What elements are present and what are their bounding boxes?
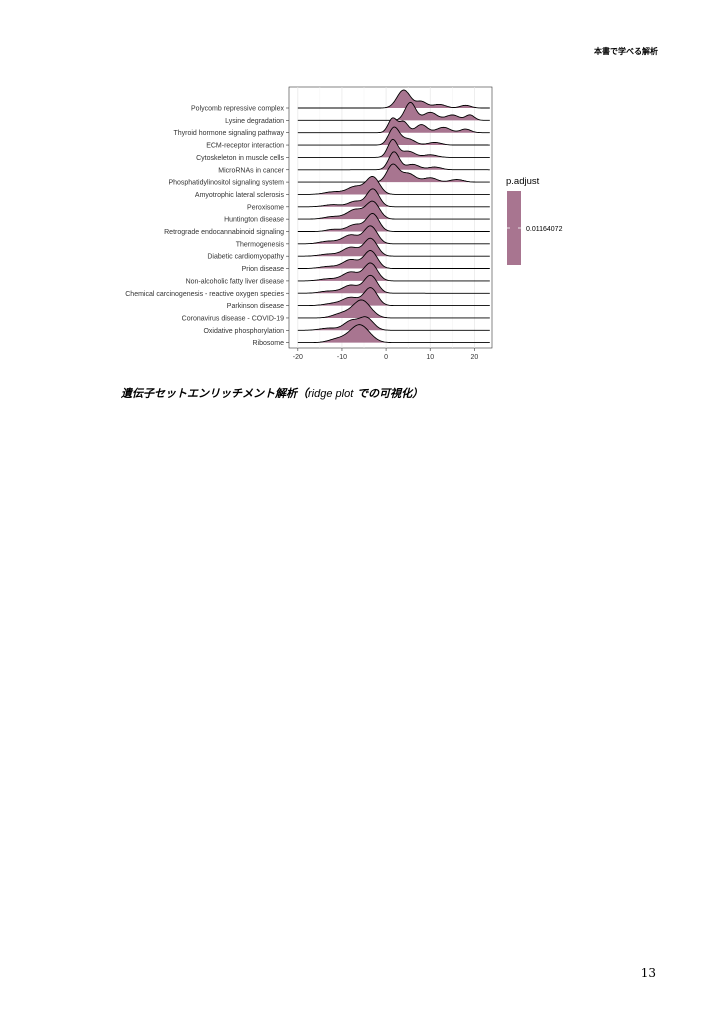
x-tick-label: 0 <box>384 354 388 361</box>
ridge-7 <box>297 175 490 195</box>
y-tick-label: Prion disease <box>242 266 285 273</box>
y-tick-label: Lysine degradation <box>225 118 284 125</box>
ridge-line <box>297 299 490 319</box>
ridge-2 <box>297 117 490 134</box>
ridge-fill <box>297 324 490 343</box>
y-tick-label: Non-alcoholic fatty liver disease <box>186 278 285 285</box>
ridge-16 <box>297 287 490 307</box>
ridge-fill <box>297 275 490 294</box>
ridge-11 <box>297 225 490 245</box>
x-tick-label: 20 <box>470 354 478 361</box>
running-header: 本書で学べる解析 <box>594 47 658 56</box>
y-tick-label: MicroRNAs in cancer <box>218 167 284 174</box>
x-axis: -20 -10 0 10 20 <box>293 348 478 361</box>
y-tick-label: Oxidative phosphorylation <box>203 328 284 335</box>
ridge-fill <box>297 299 490 318</box>
ridge-fill <box>297 201 490 220</box>
ridge-fill <box>297 287 490 306</box>
y-tick-label: Coronavirus disease - COVID-19 <box>182 315 284 322</box>
ridge-0 <box>297 89 490 109</box>
page-number: 13 <box>640 966 656 980</box>
ridge-10 <box>297 213 490 232</box>
y-tick-label: Chemical carcinogenesis - reactive oxyge… <box>125 291 284 298</box>
ridge-line <box>297 138 490 158</box>
y-tick-label: Phosphatidylinositol signaling system <box>168 180 284 187</box>
ridge-9 <box>297 200 490 220</box>
ridge-line <box>297 237 490 257</box>
ridge-line <box>297 213 490 232</box>
ridge-18 <box>297 316 490 331</box>
ridge-12 <box>297 237 490 257</box>
y-tick-label: Retrograde endocannabinoid signaling <box>164 229 284 236</box>
ridge-fill <box>297 250 490 269</box>
ridges <box>297 89 490 344</box>
legend: p.adjust 0.01164072 <box>506 176 563 265</box>
y-tick-label: Thyroid hormone signaling pathway <box>173 130 284 137</box>
ridge-line <box>297 274 490 294</box>
y-tick-label: Diabetic cardiomyopathy <box>207 254 284 261</box>
x-tick-label: -20 <box>293 354 303 361</box>
y-tick-label: Thermogenesis <box>236 241 285 248</box>
x-tick-label: -10 <box>337 354 347 361</box>
legend-title: p.adjust <box>506 176 540 187</box>
legend-label: 0.01164072 <box>526 226 563 233</box>
ridge-4 <box>297 138 490 158</box>
ridge-fill <box>297 90 490 108</box>
caption-prefix: 遺伝子セットエンリッチメント解析（ <box>121 387 308 400</box>
ridge-line <box>297 250 490 269</box>
y-tick-label: ECM-receptor interaction <box>206 143 284 150</box>
ridge-fill <box>297 316 490 331</box>
ridge-fill <box>297 117 490 133</box>
ridge-fill <box>297 238 490 257</box>
ridge-19 <box>297 324 490 344</box>
x-tick-label: 10 <box>426 354 434 361</box>
ridge-line <box>297 175 490 195</box>
y-tick-label: Polycomb repressive complex <box>191 106 284 113</box>
ridge-plot: Polycomb repressive complex Lysine degrad… <box>125 86 563 361</box>
ridge-fill <box>297 262 490 281</box>
ridge-line <box>297 225 490 245</box>
caption-suffix: での可視化） <box>353 387 424 400</box>
ridge-line <box>297 200 490 220</box>
ridge-fill <box>297 225 490 244</box>
ridge-3 <box>297 126 490 146</box>
ridge-line <box>297 324 490 344</box>
ridge-fill <box>297 127 490 146</box>
ridge-line <box>297 117 490 134</box>
y-tick-label: Ribosome <box>252 340 284 347</box>
legend-colorbar <box>507 191 521 265</box>
ridge-line <box>297 151 490 171</box>
figure-caption: 遺伝子セットエンリッチメント解析（ridge plot での可視化） <box>121 385 423 401</box>
ridge-17 <box>297 299 490 319</box>
y-tick-label: Parkinson disease <box>227 303 284 310</box>
ridge-line <box>297 287 490 307</box>
ridge-14 <box>297 262 490 282</box>
ridge-fill <box>297 151 490 170</box>
y-tick-label: Peroxisome <box>247 204 284 211</box>
ridge-6 <box>297 163 490 183</box>
ridge-fill <box>297 102 490 121</box>
ridge-line <box>297 316 490 331</box>
ridge-line <box>297 262 490 282</box>
ridge-fill <box>297 164 490 183</box>
ridge-line <box>297 89 490 109</box>
y-axis-labels: Polycomb repressive complex Lysine degrad… <box>125 106 289 347</box>
ridge-line <box>297 188 490 208</box>
ridge-fill <box>297 139 490 158</box>
ridge-line <box>297 126 490 146</box>
y-tick-label: Amyotrophic lateral sclerosis <box>195 192 285 199</box>
ridge-15 <box>297 274 490 294</box>
ridge-8 <box>297 188 490 208</box>
y-tick-label: Huntington disease <box>224 217 284 224</box>
y-tick-label: Cytoskeleton in muscle cells <box>196 155 284 162</box>
ridge-13 <box>297 250 490 269</box>
ridge-5 <box>297 151 490 171</box>
ridge-line <box>297 163 490 183</box>
caption-latin: ridge plot <box>308 388 354 400</box>
